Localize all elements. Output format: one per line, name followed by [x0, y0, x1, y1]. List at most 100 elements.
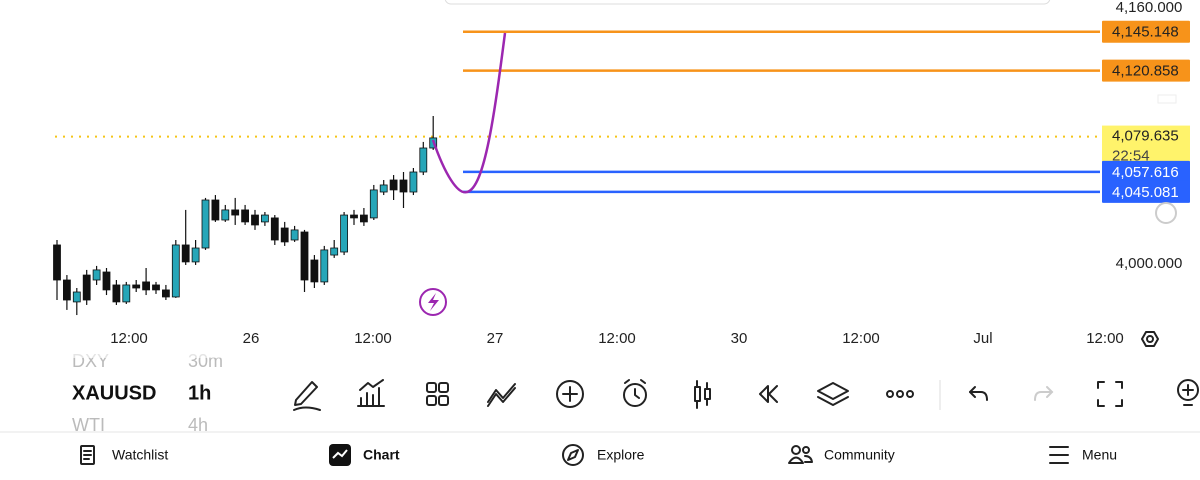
candle-body	[63, 279, 71, 301]
candle-body	[201, 199, 210, 249]
candle-body	[53, 244, 61, 281]
fullscreen[interactable]	[1097, 381, 1123, 407]
x-tick-label: 12:00	[1086, 330, 1124, 347]
symbol-list: DXY 30m XAUUSD 1h WTI 4h	[72, 351, 223, 435]
symbol[interactable]: WTI	[72, 415, 105, 435]
price-label: 4,120.858	[1112, 63, 1179, 80]
undo[interactable]	[969, 386, 988, 401]
candle-body	[340, 214, 349, 253]
nav-item[interactable]: Community	[824, 447, 895, 463]
candle-body	[270, 217, 279, 241]
last-price-box	[1102, 125, 1190, 168]
candle-body	[102, 271, 111, 291]
candle-body	[399, 179, 408, 193]
candle-body	[379, 184, 388, 193]
candle-body	[241, 209, 250, 223]
indicators[interactable]	[357, 379, 385, 407]
x-tick-label: Jul	[973, 330, 992, 347]
interval[interactable]: 4h	[188, 415, 208, 435]
chart-type[interactable]	[694, 380, 711, 409]
watchlist-icon[interactable]	[80, 445, 95, 465]
candle-body	[142, 281, 151, 291]
candle-body	[211, 199, 220, 221]
candle-body	[290, 229, 299, 241]
candle-body	[300, 231, 309, 281]
price-box	[1102, 160, 1190, 183]
layouts[interactable]	[426, 382, 449, 406]
alert[interactable]	[623, 379, 647, 407]
candle-body	[280, 227, 289, 243]
candle-body	[82, 274, 91, 301]
candle-body	[171, 244, 180, 298]
bottom-nav: Watchlist Chart Explore Community Menu	[80, 444, 1117, 466]
candle-body	[161, 289, 170, 298]
price-label: 4,057.616	[1112, 164, 1179, 181]
candle-body	[320, 249, 329, 283]
candle-body	[409, 171, 418, 193]
x-tick-label: 26	[243, 330, 260, 347]
price-box	[1102, 20, 1190, 43]
nav-item[interactable]: Explore	[597, 447, 645, 463]
symbol[interactable]: XAUUSD	[72, 382, 156, 404]
candle-body	[231, 209, 240, 216]
menu-icon[interactable]	[1049, 446, 1069, 464]
x-tick-label: 12:00	[110, 330, 148, 347]
compare[interactable]	[487, 383, 516, 407]
candle-body	[191, 247, 200, 263]
candle-body	[359, 214, 368, 223]
price-box	[1102, 59, 1190, 82]
objects[interactable]	[817, 382, 849, 406]
drawn-curve	[431, 32, 507, 194]
candle-body	[369, 189, 378, 219]
nav-item[interactable]: Menu	[1082, 447, 1117, 463]
x-tick-label: 27	[487, 330, 504, 347]
candle-body	[112, 284, 121, 303]
last-price-label: 4,079.635	[1112, 128, 1179, 145]
candle-body	[221, 209, 230, 221]
candle-body	[181, 244, 190, 263]
nav-item[interactable]: Chart	[363, 447, 400, 463]
candle-body	[152, 284, 160, 291]
price-label: 4,045.081	[1112, 184, 1179, 201]
ideas[interactable]	[1177, 379, 1199, 406]
candle-body	[419, 147, 428, 173]
candle-body	[92, 269, 101, 281]
candle-body	[389, 179, 398, 191]
chart-icon-line	[332, 449, 348, 459]
popup-edge	[444, 0, 1051, 5]
draw-tool[interactable]	[293, 381, 321, 411]
event-icon[interactable]	[419, 288, 447, 316]
candle-body	[330, 247, 339, 256]
more[interactable]	[886, 390, 914, 398]
candle-body	[310, 259, 319, 283]
x-tick-label: 12:00	[354, 330, 392, 347]
nav-item[interactable]: Watchlist	[112, 447, 168, 463]
candle-body	[72, 291, 81, 303]
candle-body	[122, 284, 131, 303]
fade	[0, 352, 270, 358]
redo[interactable]	[1034, 386, 1054, 401]
interval[interactable]: 1h	[188, 382, 211, 404]
toolbar	[293, 379, 1199, 411]
countdown: 22:54	[1112, 148, 1150, 165]
crosshair-toggle[interactable]	[1155, 202, 1177, 224]
x-tick-label: 30	[731, 330, 748, 347]
y-tick-label: 4,160.000	[1116, 0, 1183, 16]
candle-body	[251, 214, 259, 226]
x-tick-label: 12:00	[842, 330, 880, 347]
candle-body	[132, 284, 141, 289]
community-icon[interactable]	[788, 445, 813, 464]
scale-handle	[1157, 94, 1177, 104]
settings-icon[interactable]	[1141, 331, 1159, 347]
y-tick-label: 4,000.000	[1116, 255, 1183, 272]
chart-area: 4,160.000 4,000.000 12:00 26 12:00 27 12:00 30 1…	[53, 0, 1190, 347]
price-label: 4,145.148	[1112, 24, 1179, 41]
x-tick-label: 12:00	[598, 330, 636, 347]
candle-body	[350, 214, 358, 219]
explore-icon[interactable]	[562, 444, 584, 466]
replay[interactable]	[759, 385, 778, 403]
price-box	[1102, 180, 1190, 203]
add[interactable]	[556, 380, 584, 408]
candle-body	[260, 214, 269, 223]
